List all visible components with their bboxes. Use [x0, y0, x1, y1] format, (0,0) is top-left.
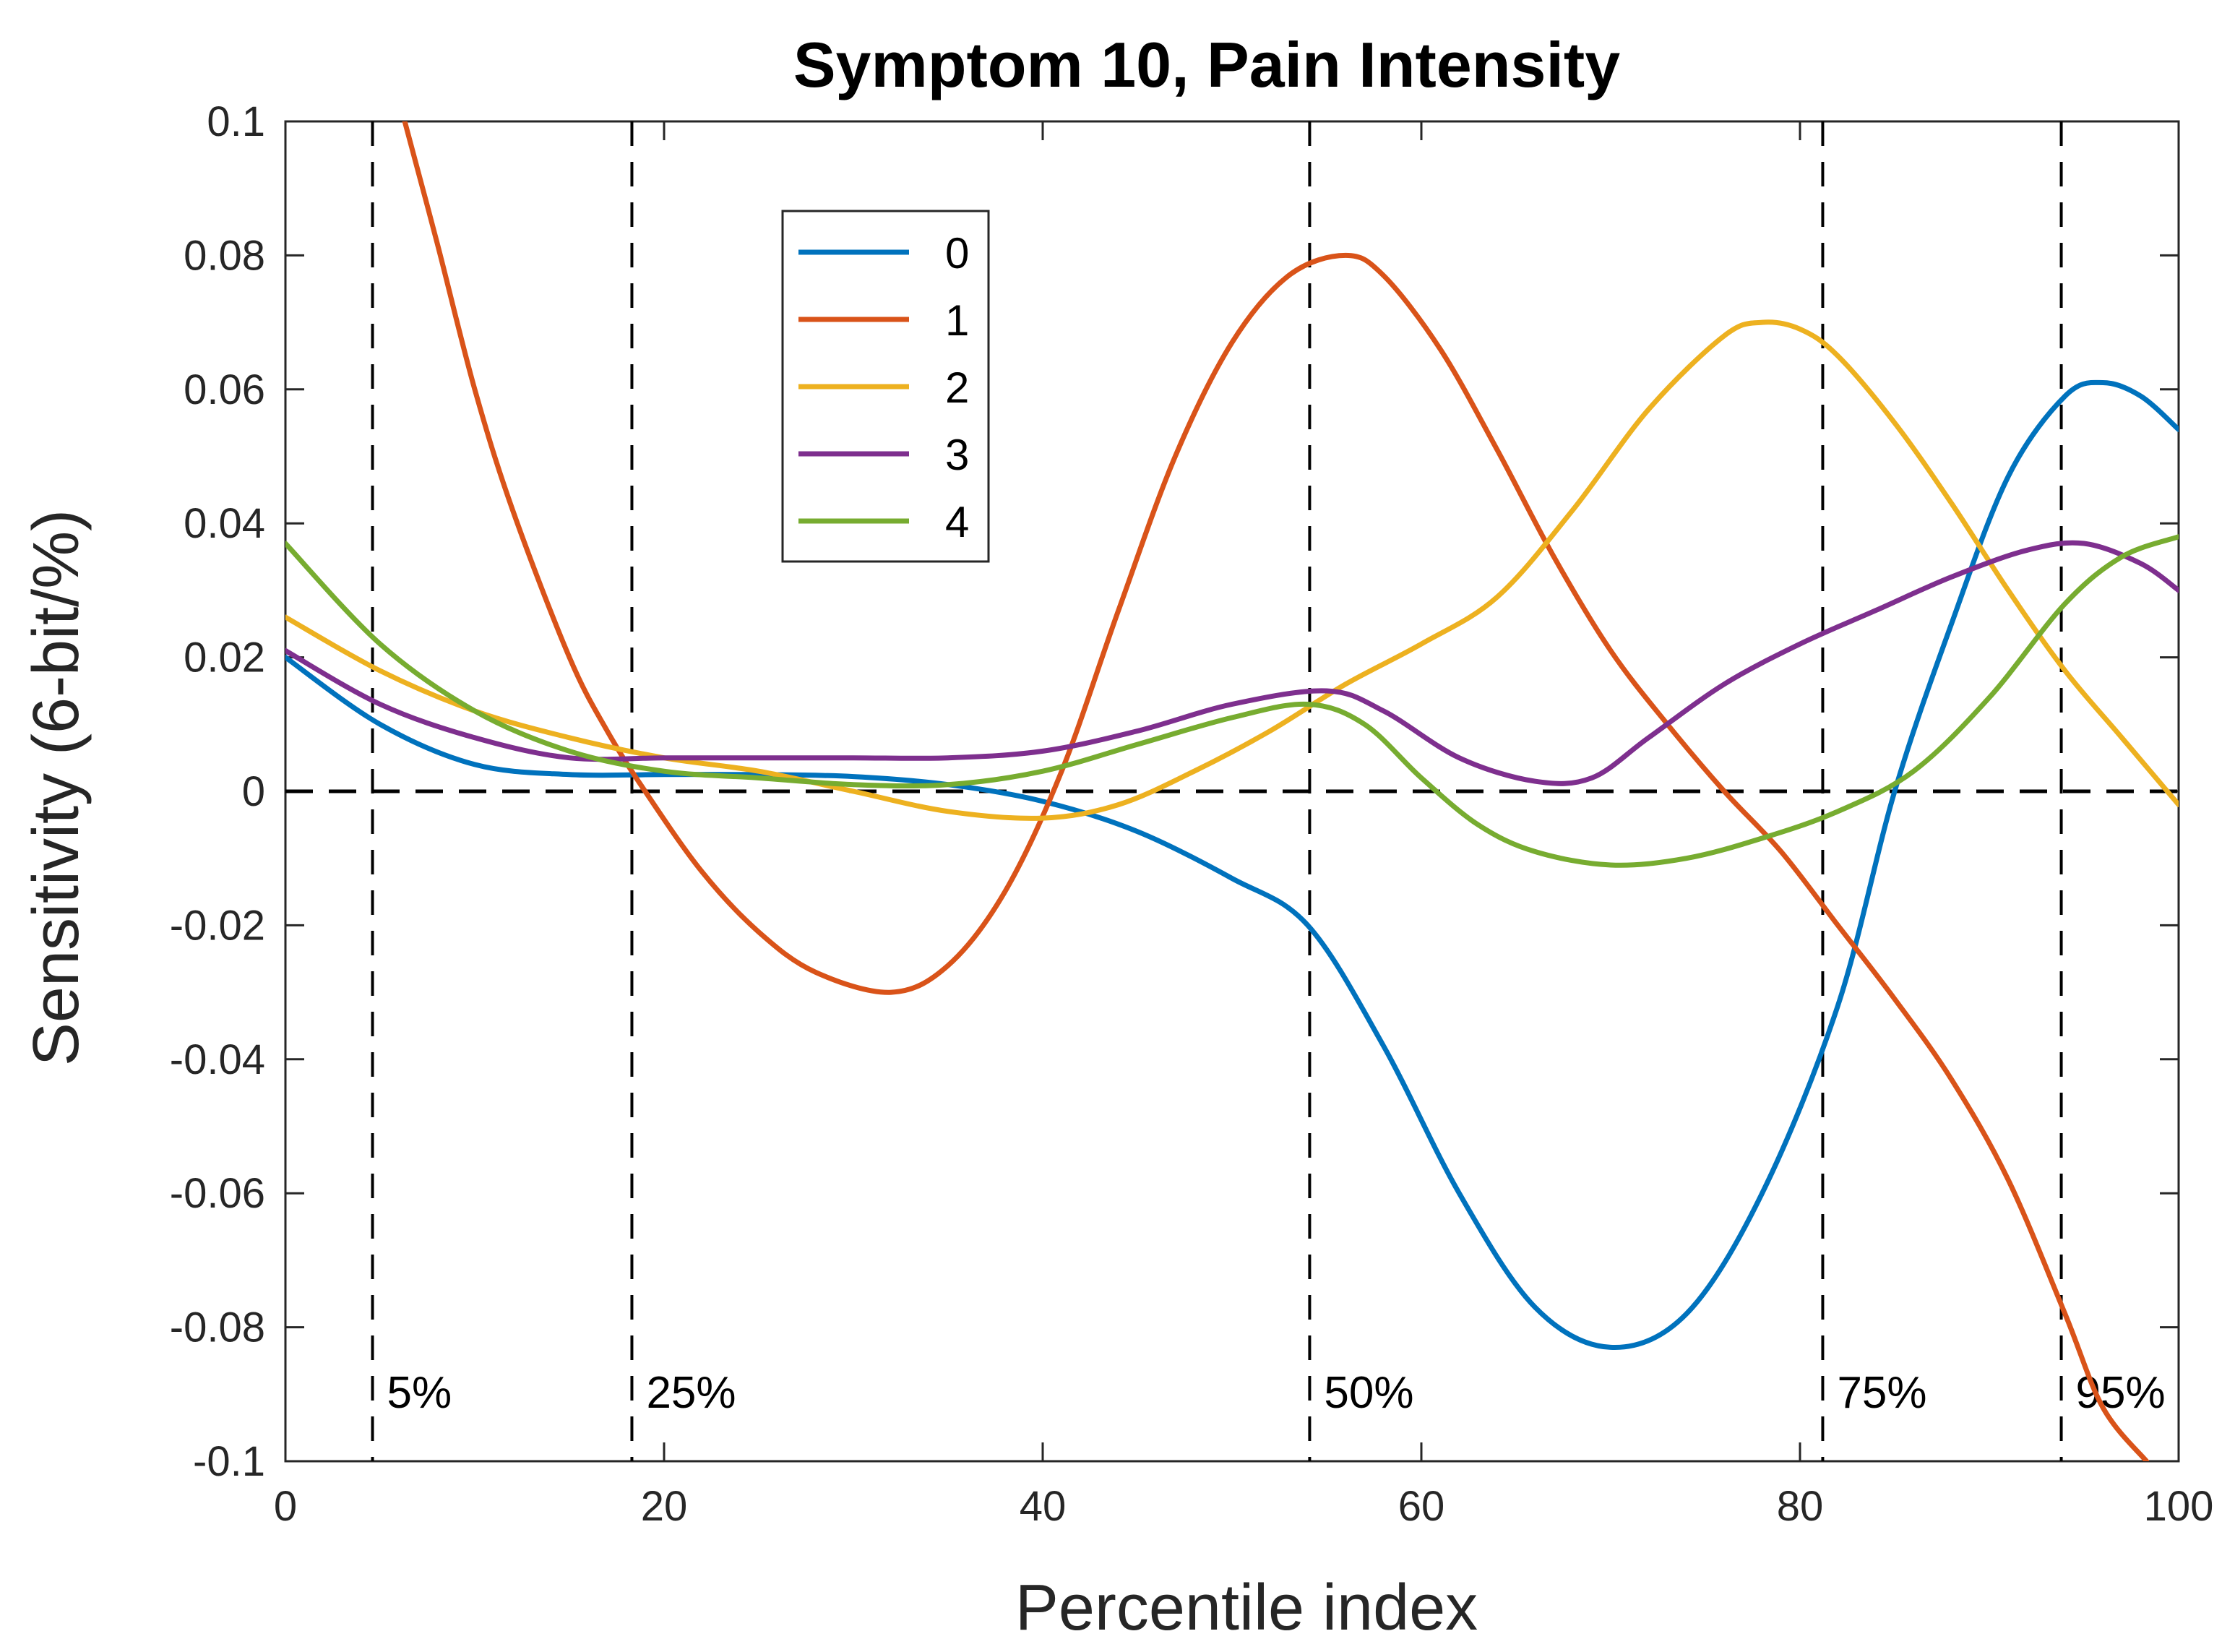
- plot-area: 0 20 40 60 80 100-0.1-0.08-0.06-0.04-0.0200.0…: [170, 98, 2214, 1530]
- legend-label-1: 1: [945, 296, 969, 345]
- chart-title: Symptom 10, Pain Intensity: [793, 29, 1620, 100]
- x-tick-label: 60: [1398, 1483, 1445, 1530]
- percentile-marker-label: 25%: [646, 1368, 736, 1418]
- series-line-1: [402, 121, 2149, 1461]
- series-line-3: [285, 540, 2179, 786]
- y-tick-label: -0.08: [170, 1304, 265, 1351]
- y-tick-label: 0.1: [207, 98, 265, 145]
- x-tick-label: 20: [641, 1483, 688, 1530]
- percentile-marker-label: 75%: [1837, 1368, 1926, 1418]
- x-tick-label: 40: [1020, 1483, 1067, 1530]
- y-tick-label: -0.06: [170, 1170, 265, 1217]
- x-tick-label: 0: [274, 1483, 297, 1530]
- legend-label-2: 2: [945, 363, 969, 412]
- percentile-marker-label: 50%: [1324, 1368, 1413, 1418]
- y-tick-label: 0.04: [184, 500, 265, 547]
- x-axis-label: Percentile index: [1015, 1572, 1478, 1644]
- y-tick-label: -0.02: [170, 902, 265, 949]
- y-tick-label: 0.06: [184, 366, 265, 413]
- y-tick-label: -0.1: [193, 1438, 265, 1485]
- legend-label-4: 4: [945, 498, 969, 546]
- y-axis-label: Sensitivity (6-bit/%): [20, 509, 92, 1066]
- y-tick-label: 0.08: [184, 232, 265, 279]
- percentile-marker-label: 5%: [387, 1368, 452, 1418]
- y-tick-label: -0.04: [170, 1036, 265, 1083]
- series-line-4: [285, 534, 2179, 868]
- y-tick-label: 0.02: [184, 634, 265, 681]
- x-tick-label: 80: [1777, 1483, 1824, 1530]
- legend-label-3: 3: [945, 431, 969, 479]
- x-tick-label: 100: [2144, 1483, 2214, 1530]
- legend-label-0: 0: [945, 229, 969, 278]
- series-lines: [285, 121, 2179, 1461]
- y-tick-label: 0: [242, 768, 265, 815]
